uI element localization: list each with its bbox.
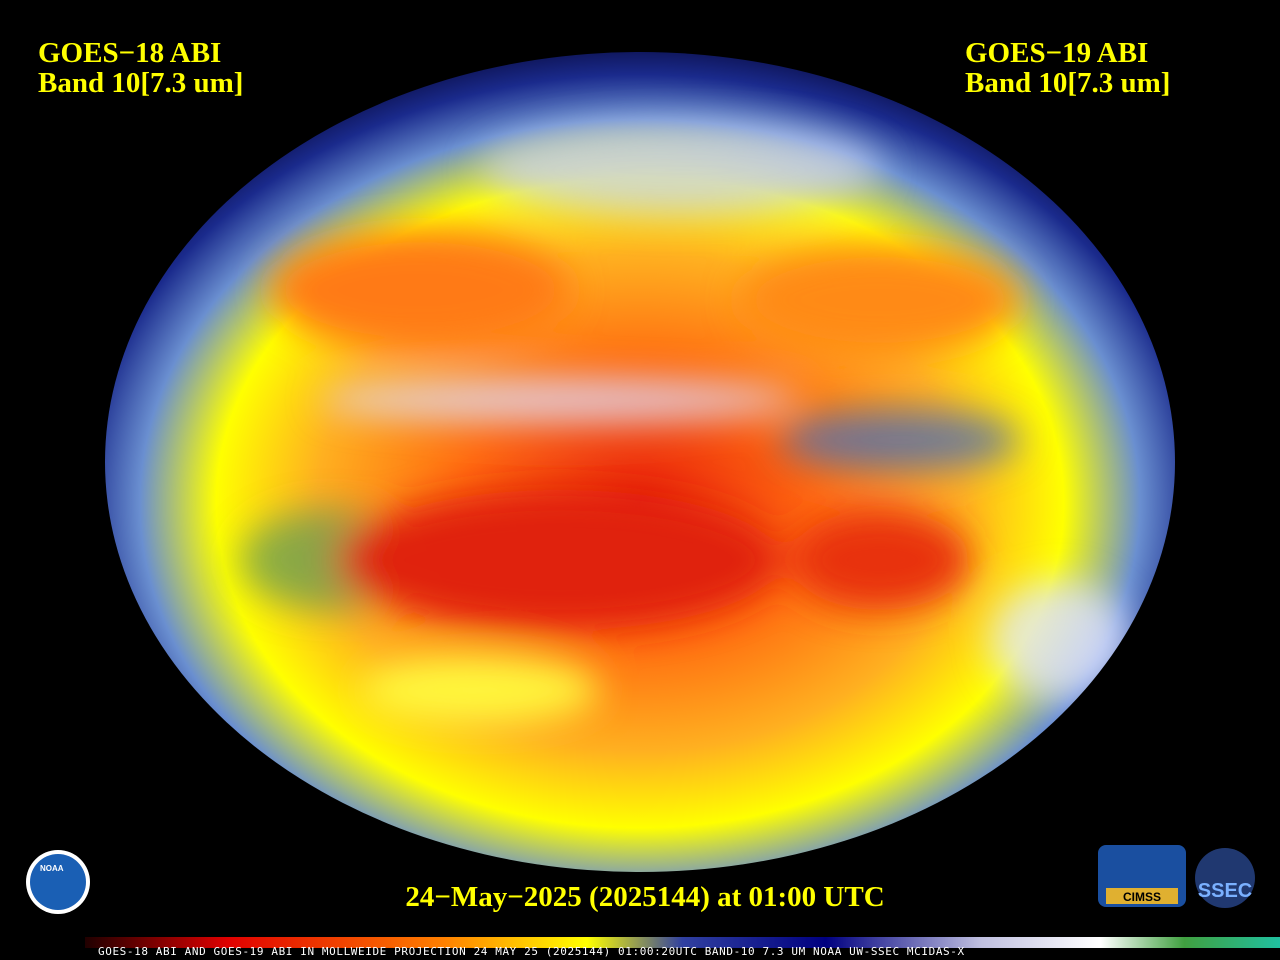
timestamp: 24−May−2025 (2025144) at 01:00 UTC [405, 881, 884, 913]
color-bar-caption: GOES-18 ABI AND GOES-19 ABI IN MOLLWEIDE… [98, 945, 965, 958]
logo-disc [1195, 848, 1255, 908]
color-bar [85, 937, 1280, 948]
ssec-logo: SSEC [1195, 848, 1255, 908]
left-band: Band 10[7.3 um] [38, 67, 243, 99]
left-satellite: GOES−18 ABI [38, 37, 221, 69]
noaa-text: NOAA [40, 864, 64, 873]
cimss-logo: CIMSS [1098, 845, 1186, 907]
right-satellite: GOES−19 ABI [965, 37, 1148, 69]
right-band: Band 10[7.3 um] [965, 67, 1170, 99]
cimss-text: CIMSS [1123, 890, 1161, 904]
noaa-logo: NOAA [26, 850, 90, 914]
cloud-features [240, 125, 1130, 725]
logo-disc [30, 854, 86, 910]
logo-band [1106, 888, 1178, 904]
ssec-text: SSEC [1198, 880, 1252, 902]
